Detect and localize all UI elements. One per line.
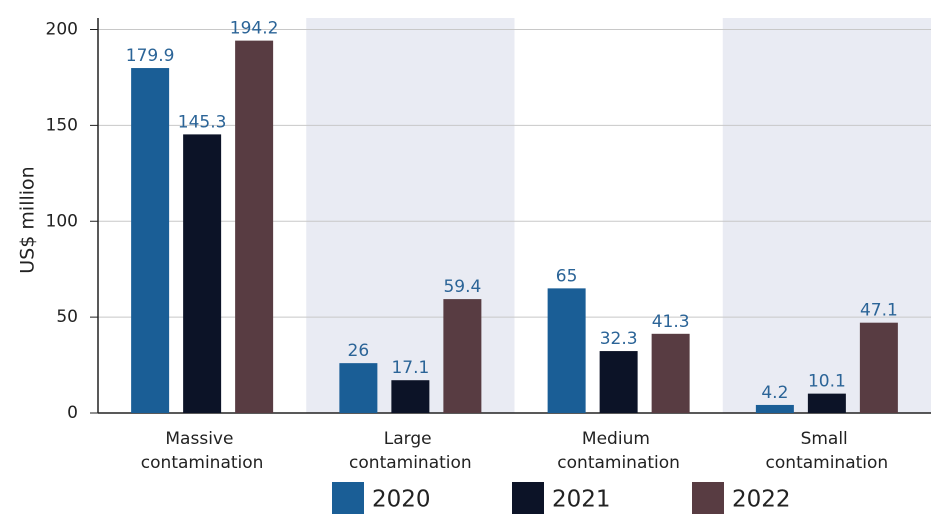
- value-label: 65: [556, 266, 578, 286]
- legend-label: 2022: [732, 487, 791, 513]
- x-tick-label: Massive contamination: [141, 429, 264, 473]
- value-label: 26: [348, 341, 370, 361]
- value-label: 179.9: [126, 46, 175, 66]
- bar: [131, 68, 170, 414]
- bar: [755, 404, 794, 413]
- value-label: 47.1: [860, 301, 898, 321]
- value-label: 32.3: [600, 329, 638, 349]
- bar: [235, 40, 274, 413]
- y-tick-label: 150: [46, 115, 78, 135]
- y-axis-label: US$ million: [17, 166, 39, 273]
- bar: [599, 351, 638, 413]
- y-tick-label: 100: [46, 211, 78, 231]
- bar: [547, 288, 586, 413]
- legend-swatch: [512, 482, 544, 514]
- value-label: 10.1: [808, 372, 846, 392]
- bar: [183, 134, 222, 413]
- legend-label: 2021: [552, 487, 611, 513]
- legend-label: 2020: [372, 487, 431, 513]
- value-label: 41.3: [652, 312, 690, 332]
- value-label: 59.4: [443, 277, 481, 297]
- value-label: 17.1: [391, 358, 429, 378]
- category-band: [722, 18, 931, 413]
- value-label: 194.2: [230, 19, 279, 39]
- y-tick-label: 50: [56, 307, 78, 327]
- y-tick-label: 200: [46, 20, 78, 40]
- bar: [807, 393, 846, 413]
- bar: [391, 380, 430, 413]
- value-label: 145.3: [178, 112, 227, 132]
- bar: [859, 322, 898, 413]
- x-tick-label: Large contamination: [349, 429, 472, 473]
- x-tick-label: Small contamination: [766, 429, 889, 473]
- value-label: 4.2: [761, 383, 788, 403]
- legend-swatch: [692, 482, 724, 514]
- bar: [443, 299, 482, 413]
- bar: [339, 363, 378, 413]
- bar: [651, 333, 690, 413]
- x-tick-label: Medium contamination: [557, 429, 680, 473]
- y-tick-label: 0: [67, 403, 78, 423]
- legend-swatch: [332, 482, 364, 514]
- category-band: [306, 18, 515, 413]
